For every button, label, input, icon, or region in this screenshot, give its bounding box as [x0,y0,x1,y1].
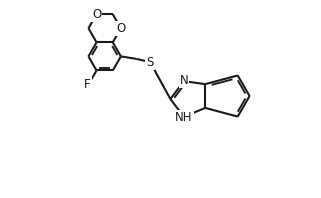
Text: O: O [92,8,101,21]
Text: O: O [116,22,126,35]
Text: F: F [84,78,91,91]
Text: NH: NH [175,111,193,124]
Text: S: S [146,56,154,69]
Text: N: N [179,74,188,87]
